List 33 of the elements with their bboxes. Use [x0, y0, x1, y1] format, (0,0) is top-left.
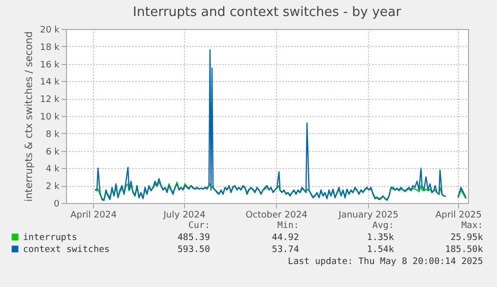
x-tick-label: October 2024 — [246, 210, 308, 220]
x-tick-label: July 2024 — [162, 210, 206, 220]
text: 485.39 — [177, 233, 210, 243]
y-tick-label: 10 k — [40, 112, 60, 122]
y-tick-label: 6 k — [46, 147, 60, 158]
text: 1.54k — [366, 245, 395, 255]
text: Max: — [461, 221, 483, 231]
y-tick-label: 0 — [54, 200, 60, 210]
text: 185.50k — [445, 245, 484, 255]
text: Cur: — [188, 221, 210, 231]
y-tick-label: 14 k — [40, 78, 60, 88]
y-axis-title: interrupts & ctx switches / second — [24, 31, 35, 202]
text: Avg: — [372, 221, 394, 231]
chart-title: Interrupts and context switches - by year — [132, 5, 402, 20]
text: 25.95k — [450, 233, 484, 243]
y-tick-label: 20 k — [40, 26, 60, 36]
text: 44.92 — [272, 233, 299, 243]
y-tick-label: 16 k — [40, 60, 60, 70]
text: Min: — [277, 221, 299, 231]
y-tick-label: 12 k — [40, 95, 60, 106]
text: 53.74 — [272, 245, 299, 255]
text: Last update: Thu May 8 20:00:14 2025 — [288, 257, 483, 267]
x-tick-label: January 2025 — [338, 210, 398, 220]
legend-label: context switches — [23, 245, 110, 255]
x-tick-label: April 2024 — [70, 210, 117, 220]
y-tick-label: 8 k — [46, 130, 60, 140]
y-tick-label: 18 k — [40, 42, 60, 53]
y-tick-label: 2 k — [46, 182, 60, 192]
y-tick-label: 4 k — [46, 164, 60, 175]
legend-label: interrupts — [23, 233, 78, 243]
x-tick-label: April 2025 — [435, 210, 482, 220]
text: 593.50 — [177, 245, 210, 255]
text: 1.35k — [366, 233, 395, 243]
